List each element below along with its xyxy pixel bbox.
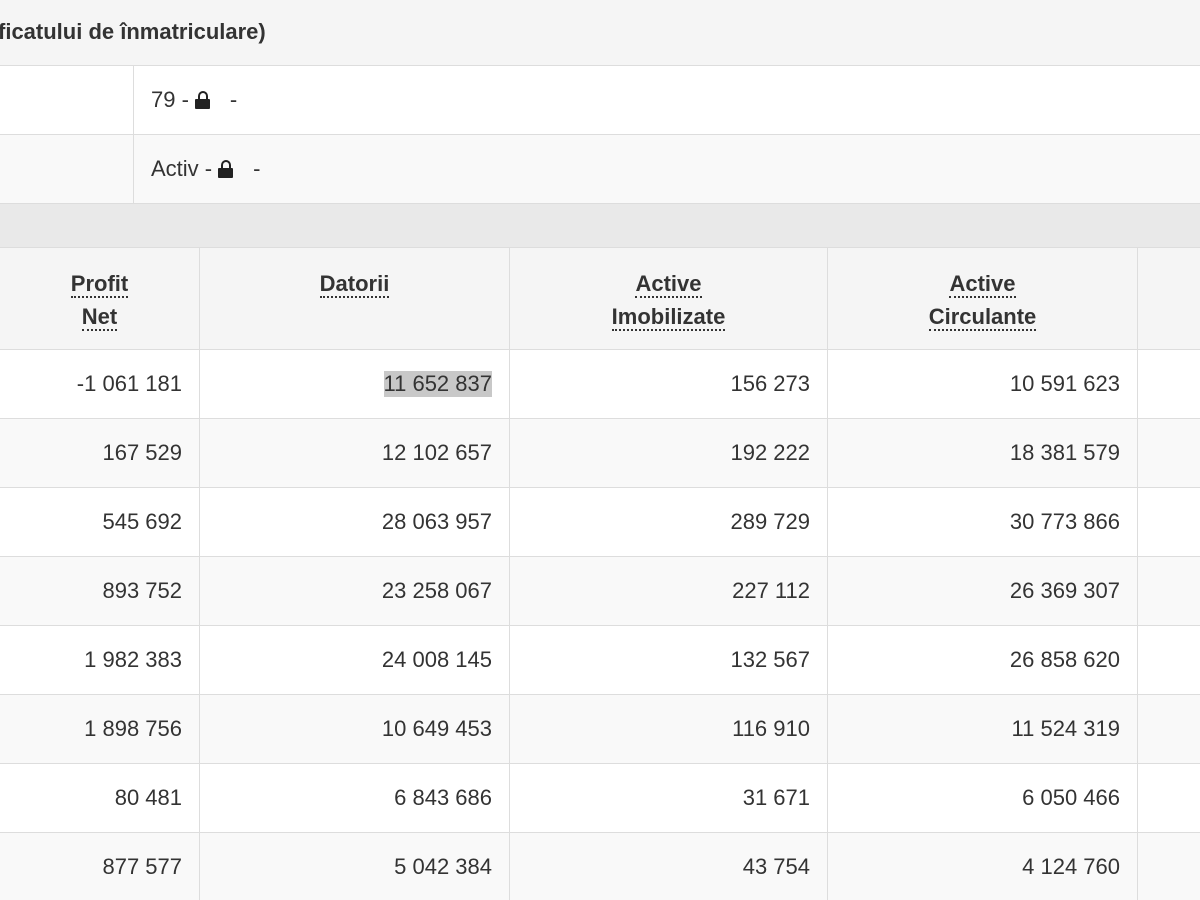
cell-active-circulante: 18 381 579 [828, 419, 1138, 487]
cell-active-imobilizate: 289 729 [510, 488, 828, 556]
cell-datorii: 10 649 453 [200, 695, 510, 763]
cell-active-imobilizate: 192 222 [510, 419, 828, 487]
info-value-trailing: - [253, 156, 261, 181]
table-row: 877 577 5 042 384 43 754 4 124 760 [0, 833, 1200, 900]
info-value-text: 79 - [151, 87, 189, 112]
section-divider-band [0, 204, 1200, 248]
header-datorii[interactable]: Datorii [200, 248, 510, 350]
lock-icon[interactable] [218, 160, 234, 178]
cell-datorii: 24 008 145 [200, 626, 510, 694]
header-next-column [1138, 248, 1200, 350]
cell-next [1138, 419, 1200, 487]
cell-profit-net: -1 061 181 [0, 350, 200, 418]
header-datorii-line1: Datorii [319, 271, 390, 298]
cell-active-circulante: 4 124 760 [828, 833, 1138, 900]
info-value: Activ - - [151, 156, 260, 182]
cell-next [1138, 350, 1200, 418]
cell-datorii: 12 102 657 [200, 419, 510, 487]
info-value-text: Activ - [151, 156, 213, 181]
cell-datorii: 5 042 384 [200, 833, 510, 900]
cell-profit-net: 1 898 756 [0, 695, 200, 763]
table-row: 80 481 6 843 686 31 671 6 050 466 [0, 764, 1200, 833]
lock-icon[interactable] [194, 91, 210, 109]
cell-active-circulante: 10 591 623 [828, 350, 1138, 418]
header-profit-net-line2: Net [81, 304, 118, 331]
table-row: 893 752 23 258 067 227 112 26 369 307 [0, 557, 1200, 626]
info-value: 79 - - [151, 87, 237, 113]
cell-active-circulante: 11 524 319 [828, 695, 1138, 763]
cell-profit-net: 167 529 [0, 419, 200, 487]
cell-profit-net: 80 481 [0, 764, 200, 832]
cell-next [1138, 557, 1200, 625]
cell-active-circulante: 6 050 466 [828, 764, 1138, 832]
cell-next [1138, 764, 1200, 832]
cell-active-circulante: 26 369 307 [828, 557, 1138, 625]
header-active-circulante-line2: Circulante [928, 304, 1037, 331]
info-value-trailing: - [229, 87, 238, 112]
table-row: 167 529 12 102 657 192 222 18 381 579 [0, 419, 1200, 488]
header-active-imobilizate-line2: Imobilizate [611, 304, 726, 331]
cell-datorii: 6 843 686 [200, 764, 510, 832]
cell-profit-net: 545 692 [0, 488, 200, 556]
cell-active-imobilizate: 116 910 [510, 695, 828, 763]
header-active-imobilizate-line1: Active [635, 271, 702, 298]
cell-next [1138, 833, 1200, 900]
selected-text: 11 652 837 [383, 371, 492, 397]
table-row: -1 061 181 11 652 837 156 273 10 591 623 [0, 350, 1200, 419]
header-profit-net-line1: Profit [70, 271, 129, 298]
section-header: ficatului de înmatriculare) [0, 0, 1200, 66]
cell-datorii: 23 258 067 [200, 557, 510, 625]
cell-next [1138, 626, 1200, 694]
cell-profit-net: 877 577 [0, 833, 200, 900]
cell-profit-net: 893 752 [0, 557, 200, 625]
table-row: 1 982 383 24 008 145 132 567 26 858 620 [0, 626, 1200, 695]
cell-active-imobilizate: 31 671 [510, 764, 828, 832]
cell-next [1138, 695, 1200, 763]
header-active-circulante-line1: Active [949, 271, 1016, 298]
cell-datorii: 11 652 837 [200, 350, 510, 418]
info-label-cell [0, 135, 134, 203]
cell-active-circulante: 26 858 620 [828, 626, 1138, 694]
table-header-row: Profit Net Datorii Active Imobilizate Ac… [0, 248, 1200, 350]
cell-datorii: 28 063 957 [200, 488, 510, 556]
section-title: ficatului de înmatriculare) [0, 19, 266, 44]
info-row-code: 79 - - [0, 66, 1200, 135]
table-row: 545 692 28 063 957 289 729 30 773 866 [0, 488, 1200, 557]
info-row-status: Activ - - [0, 135, 1200, 204]
cell-active-circulante: 30 773 866 [828, 488, 1138, 556]
header-active-imobilizate[interactable]: Active Imobilizate [510, 248, 828, 350]
cell-next [1138, 488, 1200, 556]
info-label-cell [0, 66, 134, 134]
cell-active-imobilizate: 132 567 [510, 626, 828, 694]
cell-active-imobilizate: 227 112 [510, 557, 828, 625]
header-active-circulante[interactable]: Active Circulante [828, 248, 1138, 350]
cell-active-imobilizate: 156 273 [510, 350, 828, 418]
header-profit-net[interactable]: Profit Net [0, 248, 200, 350]
table-row: 1 898 756 10 649 453 116 910 11 524 319 [0, 695, 1200, 764]
cell-active-imobilizate: 43 754 [510, 833, 828, 900]
cell-profit-net: 1 982 383 [0, 626, 200, 694]
